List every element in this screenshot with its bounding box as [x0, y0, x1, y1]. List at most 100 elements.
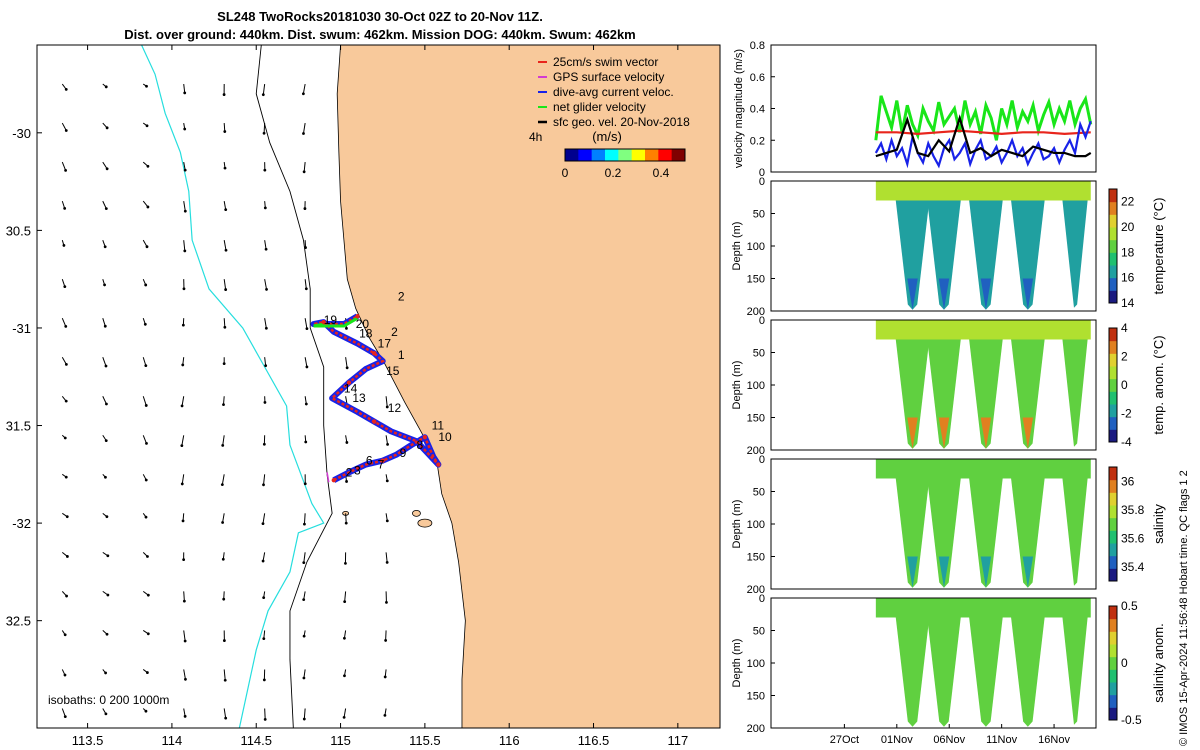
geo-vector-arrow-head — [145, 245, 149, 249]
geo-vector-arrow — [345, 513, 347, 524]
geo-vector-arrow-head — [264, 364, 268, 368]
geo-vector-arrow — [304, 357, 308, 368]
geo-vector-arrow — [345, 357, 348, 368]
section-colorbar-segment — [1109, 467, 1117, 481]
geo-vector-arrow-head — [224, 716, 228, 720]
legend-entry: GPS surface velocity — [553, 70, 664, 84]
geo-vector-arrow — [223, 708, 227, 719]
geo-vector-arrow-head — [65, 594, 68, 598]
section-colorbar-tick-label: 35.6 — [1121, 531, 1145, 545]
velocity-y-tick-label: 0.2 — [750, 135, 765, 147]
geo-vector-arrow-head — [304, 440, 308, 444]
geo-vector-arrow — [222, 435, 225, 446]
geo-vector-arrow-head — [262, 637, 266, 641]
map-y-tick-label: -31 — [12, 321, 31, 336]
track-point — [331, 477, 337, 483]
geo-vector-arrow-head — [223, 678, 227, 682]
geo-vector-arrow — [102, 357, 107, 367]
geo-vector-arrow-head — [63, 673, 67, 677]
section-x-tick-label: 27Oct — [830, 734, 859, 746]
plot-title-line2: Dist. over ground: 440km. Dist. swum: 46… — [124, 27, 636, 42]
island — [417, 518, 433, 528]
section-colorbar-segment — [1109, 606, 1117, 620]
section-dive-bottom — [1022, 556, 1034, 588]
section-colorbar-segment — [1109, 340, 1117, 354]
geo-vector-arrow-head — [63, 715, 67, 719]
section-colorbar-segment — [1109, 543, 1117, 557]
colorbar-tick-label: 0.2 — [605, 166, 622, 180]
map-x-tick-label: 116.5 — [578, 733, 610, 748]
section-dive-profile — [927, 617, 961, 727]
section-y-tick-label: 50 — [753, 209, 765, 221]
section-colorbar-segment — [1109, 265, 1117, 279]
section-dive-profile — [969, 339, 1003, 449]
section-y-tick-label: 0 — [759, 593, 765, 605]
section-colorbar-segment — [1109, 505, 1117, 519]
section-colorbar-tick-label: 35.8 — [1121, 503, 1145, 517]
geo-vector-arrow-head — [262, 483, 265, 487]
section-dive-bottom — [938, 695, 950, 727]
track-day-label: 6 — [366, 454, 373, 468]
geo-vector-arrow-head — [105, 402, 108, 406]
section-y-tick-label: 100 — [747, 519, 765, 531]
geo-vector-arrow — [263, 474, 266, 485]
map-y-tick-label: 31.5 — [6, 419, 31, 434]
geo-vector-arrow-head — [302, 598, 306, 602]
geo-vector-arrow-head — [304, 287, 308, 291]
track-day-label: 10 — [438, 430, 452, 444]
colorbar-segment — [658, 149, 673, 161]
section-colorbar-segment — [1109, 353, 1117, 367]
map-y-tick-label: 30.5 — [6, 223, 31, 238]
section-x-tick-label: 11Nov — [986, 734, 1017, 746]
section-colorbar-segment — [1109, 328, 1117, 342]
geo-vector-arrow-head — [222, 93, 226, 96]
section-y-tick-label: 150 — [747, 413, 765, 425]
map-x-tick-label: 114.5 — [240, 733, 272, 748]
geo-vector-arrow-head — [181, 363, 185, 367]
section-dive-profile — [1062, 617, 1088, 725]
colorbar-tick-label: 0.4 — [653, 166, 670, 180]
track-point — [346, 380, 352, 385]
section-dive-bottom — [907, 695, 918, 727]
geo-vector-arrow-head — [263, 206, 267, 210]
geo-vector-arrow — [142, 435, 147, 444]
isobath-200m — [255, 44, 333, 729]
geo-vector-arrow — [264, 279, 268, 290]
velocity-series-line — [875, 114, 1092, 158]
geo-vector-arrow-head — [64, 362, 68, 366]
geo-vector-arrow-head — [144, 404, 148, 407]
geo-vector-arrow — [262, 513, 266, 524]
map-x-tick-label: 114 — [162, 733, 183, 748]
geo-vector-arrow-head — [264, 326, 268, 330]
geo-vector-arrow-head — [145, 124, 149, 128]
track-day-label: 15 — [386, 364, 400, 378]
geo-vector-arrow-head — [183, 639, 187, 643]
section-colorbar-frame — [1108, 605, 1118, 721]
geo-vector-arrow — [181, 474, 185, 485]
geo-vector-arrow — [263, 123, 266, 134]
geo-vector-arrow — [61, 161, 67, 171]
geo-vector-arrow — [183, 630, 186, 642]
geo-vector-arrow-head — [62, 244, 66, 247]
track-day-label: 11 — [432, 418, 445, 432]
track-day-label: 9 — [400, 446, 407, 460]
footer-credit: © IMOS 15-Apr-2024 11:56:48 Hobart time.… — [1178, 470, 1190, 746]
legend-entry: sfc geo. vel. 20-Nov-2018 — [553, 115, 690, 129]
section-colorbar-segment — [1109, 656, 1117, 670]
geo-vector-arrow-head — [180, 404, 184, 408]
geo-vector-arrow-head — [64, 475, 68, 479]
geo-vector-arrow-head — [104, 85, 108, 89]
section-colorbar-segment — [1109, 492, 1117, 506]
section-dive-bottom — [938, 278, 950, 310]
legend-entry: dive-avg current veloc. — [553, 85, 674, 99]
section-colorbar-tick-label: 36 — [1121, 474, 1135, 488]
geo-vector-arrow-head — [181, 519, 185, 523]
geo-vector-arrow-head — [222, 362, 226, 366]
geo-vector-arrow-head — [223, 166, 227, 170]
section-y-axis-label: Depth (m) — [731, 639, 743, 688]
geo-vector-arrow-head — [385, 519, 389, 523]
section-y-tick-label: 100 — [747, 241, 765, 253]
section-dive-profile — [969, 478, 1003, 588]
map-frame — [36, 44, 721, 729]
